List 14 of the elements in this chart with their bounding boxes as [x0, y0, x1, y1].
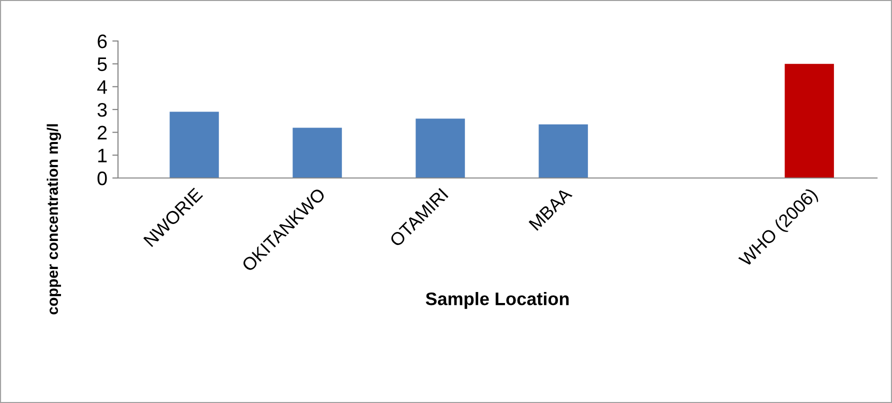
y-tick-label: 6 [98, 34, 107, 48]
bar [416, 118, 465, 178]
y-tick-label: 3 [98, 102, 107, 117]
x-axis-title: Sample Location [426, 292, 569, 309]
bar [784, 64, 834, 178]
y-tick-label: 2 [98, 126, 107, 140]
bar [170, 112, 219, 178]
y-tick-label: 0 [98, 171, 107, 186]
y-tick-label: 1 [98, 148, 107, 162]
bar [538, 124, 588, 178]
y-tick-label: 4 [97, 80, 108, 94]
y-tick-label: 5 [98, 58, 107, 72]
y-axis-title: copper concentration mg/l [46, 124, 62, 314]
bar [292, 128, 342, 178]
